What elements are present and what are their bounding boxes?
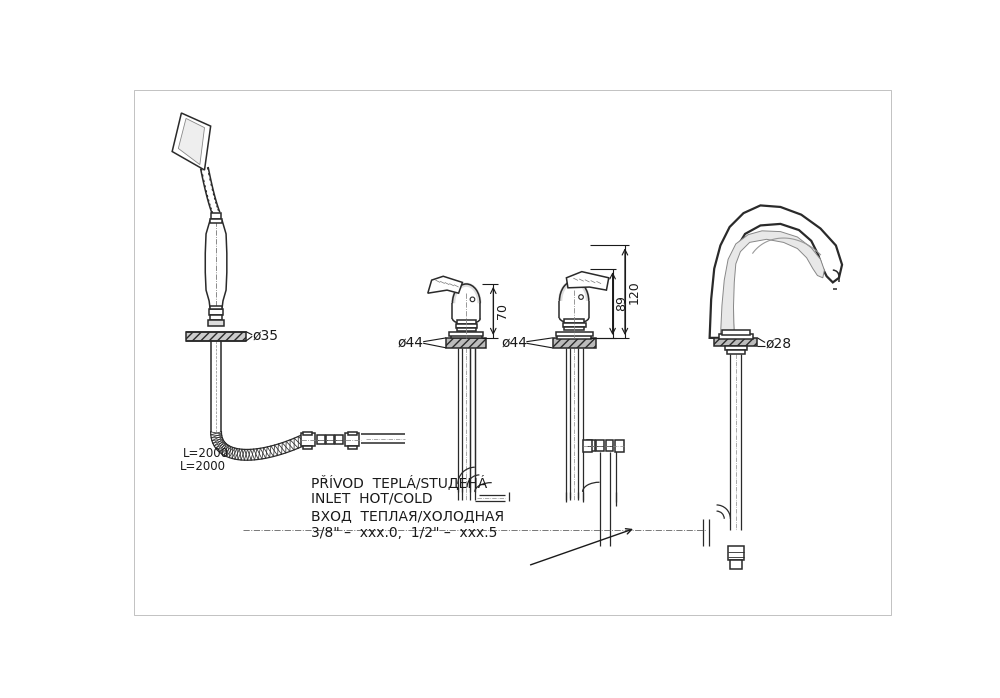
Text: 70: 70 bbox=[496, 303, 509, 319]
Bar bbox=[335, 435, 343, 444]
Text: L=2000: L=2000 bbox=[183, 447, 229, 460]
Bar bbox=[728, 546, 744, 560]
Polygon shape bbox=[178, 119, 205, 165]
Text: INLET  HOT/COLD: INLET HOT/COLD bbox=[311, 492, 432, 506]
Polygon shape bbox=[205, 221, 227, 307]
Bar bbox=[719, 334, 753, 339]
Bar bbox=[583, 440, 592, 452]
Bar bbox=[345, 433, 359, 445]
Bar bbox=[564, 320, 584, 323]
Bar bbox=[556, 332, 593, 336]
Text: ø35: ø35 bbox=[252, 329, 278, 343]
Bar bbox=[725, 346, 747, 350]
Bar bbox=[553, 338, 596, 348]
Bar bbox=[727, 350, 745, 354]
Bar bbox=[303, 445, 312, 449]
Text: PŘÍVOD  TEPLÁ/STUДЕНÁ: PŘÍVOD TEPLÁ/STUДЕНÁ bbox=[311, 475, 487, 490]
Bar bbox=[596, 440, 604, 451]
Text: ВХОД  ТЕПЛАЯ/ХОЛОДНАЯ: ВХОД ТЕПЛАЯ/ХОЛОДНАЯ bbox=[311, 509, 504, 523]
Text: ø44: ø44 bbox=[398, 336, 424, 350]
Bar bbox=[317, 435, 325, 444]
Bar bbox=[348, 445, 357, 449]
Text: 89: 89 bbox=[615, 295, 628, 311]
Bar bbox=[587, 440, 595, 451]
Bar bbox=[449, 332, 483, 336]
Text: ø28: ø28 bbox=[765, 337, 791, 351]
Polygon shape bbox=[720, 231, 824, 338]
Bar bbox=[186, 332, 246, 341]
Bar bbox=[615, 440, 624, 452]
Bar bbox=[451, 335, 482, 338]
Bar bbox=[457, 328, 476, 331]
Text: L=2000: L=2000 bbox=[180, 460, 226, 473]
Bar bbox=[210, 306, 222, 309]
Bar bbox=[456, 324, 477, 328]
Bar bbox=[564, 327, 584, 330]
Polygon shape bbox=[172, 113, 211, 170]
Bar bbox=[446, 338, 486, 348]
Bar bbox=[210, 315, 222, 320]
Circle shape bbox=[579, 295, 583, 299]
Bar bbox=[714, 338, 757, 346]
Bar bbox=[457, 320, 476, 324]
Bar bbox=[326, 435, 334, 444]
Bar bbox=[563, 323, 586, 327]
Polygon shape bbox=[710, 205, 842, 338]
Bar bbox=[606, 440, 613, 451]
Bar bbox=[557, 335, 591, 339]
Bar bbox=[208, 320, 224, 326]
Bar bbox=[730, 560, 742, 569]
Bar bbox=[210, 219, 222, 223]
Text: ø44: ø44 bbox=[502, 336, 528, 350]
Bar bbox=[303, 432, 312, 435]
Text: 120: 120 bbox=[627, 280, 640, 304]
Text: 3/8" –  xxx.0,  1/2" –  xxx.5: 3/8" – xxx.0, 1/2" – xxx.5 bbox=[311, 526, 497, 540]
Bar bbox=[301, 433, 315, 445]
Polygon shape bbox=[428, 276, 462, 293]
Polygon shape bbox=[566, 272, 609, 290]
Bar bbox=[209, 309, 223, 315]
Circle shape bbox=[470, 297, 475, 302]
Bar bbox=[211, 213, 221, 219]
Bar bbox=[348, 432, 357, 435]
Bar bbox=[722, 330, 750, 335]
